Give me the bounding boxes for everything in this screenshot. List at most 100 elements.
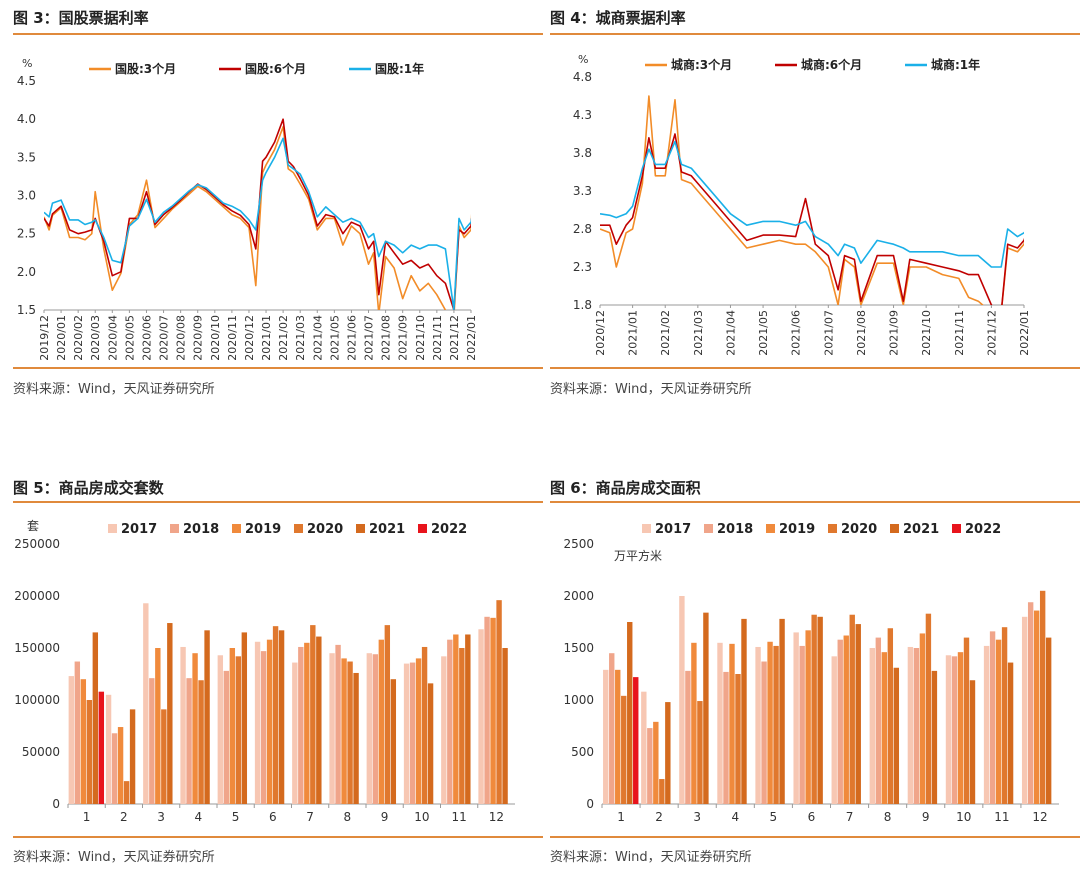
bar-2020-4 xyxy=(735,674,741,804)
legend-swatch xyxy=(642,524,651,533)
y-tick-label: 3.8 xyxy=(573,146,592,160)
series-line-2 xyxy=(44,118,471,310)
y-tick-label: 4.5 xyxy=(17,74,36,88)
bar-2020-8 xyxy=(347,661,353,804)
x-tick-label: 2020/08 xyxy=(175,315,188,361)
source-note: 资料来源：Wind，天风证券研究所 xyxy=(13,850,215,865)
y-unit-label: 套 xyxy=(27,519,39,533)
bar-2019-11 xyxy=(453,634,459,804)
x-tick-label: 2020/09 xyxy=(192,315,205,361)
series-line-2 xyxy=(600,133,1024,305)
legend-label: 2022 xyxy=(965,522,1001,537)
bar-2021-8 xyxy=(893,667,900,804)
bar-2021-10 xyxy=(427,683,434,804)
x-tick-label: 2021/11 xyxy=(431,315,444,361)
bar-2021-3 xyxy=(167,623,173,804)
x-tick-label: 2020/03 xyxy=(89,315,102,361)
bar-2018-4 xyxy=(723,671,729,804)
bar-2021-9 xyxy=(390,679,397,804)
title-divider xyxy=(550,33,1080,35)
y-tick-label: 4.8 xyxy=(573,70,592,84)
x-tick-label: 2 xyxy=(655,810,663,824)
legend-label: 2020 xyxy=(307,522,343,537)
y-tick-label: 100000 xyxy=(14,693,60,707)
legend-swatch xyxy=(704,524,713,533)
bar-2020-7 xyxy=(310,625,316,804)
bar-2017-11 xyxy=(983,645,990,804)
bar-2019-7 xyxy=(843,635,849,804)
legend-label: 国股:1年 xyxy=(375,61,424,76)
series-line-1 xyxy=(600,95,1024,305)
bar-2018-6 xyxy=(799,645,805,804)
bar-2019-5 xyxy=(229,648,236,804)
bar-2018-8 xyxy=(875,637,882,804)
bar-2020-12 xyxy=(496,600,502,804)
bar-2021-5 xyxy=(779,618,785,804)
title-divider xyxy=(13,501,543,503)
chart-title: 图 3：国股票据利率 xyxy=(13,9,149,27)
bar-2021-6 xyxy=(278,630,285,804)
line-chart-chengshang: 4.8 4.3 3.8 3.3 2.8 2.3 1.8% 2020/12 2021/01 2021… xyxy=(573,53,1031,356)
series-line-3 xyxy=(600,140,1024,268)
y-tick-label: 0 xyxy=(52,797,60,811)
legend-label: 2020 xyxy=(841,522,877,537)
y-tick-label: 2.8 xyxy=(573,222,592,236)
x-tick-label: 2020/01 xyxy=(55,315,68,361)
bar-2021-12 xyxy=(1045,637,1052,804)
bar-2019-10 xyxy=(415,658,422,804)
x-tick-label: 2020/12 xyxy=(243,315,256,361)
x-tick-label: 4 xyxy=(731,810,739,824)
bar-2020-11 xyxy=(1001,627,1008,804)
bar-2019-9 xyxy=(919,633,926,804)
x-tick-label: 2020/06 xyxy=(140,315,153,361)
bar-2019-1 xyxy=(615,669,621,804)
legend-label: 2022 xyxy=(431,522,467,537)
bar-2020-6 xyxy=(272,626,279,804)
source-divider xyxy=(550,367,1080,369)
bar-2017-8 xyxy=(869,648,876,804)
bar-2020-3 xyxy=(161,709,167,804)
bar-2021-6 xyxy=(817,616,823,804)
x-tick-label: 2020/04 xyxy=(106,315,119,361)
bar-2021-9 xyxy=(931,670,938,804)
x-tick-label: 2019/12 xyxy=(38,315,51,361)
bar-2020-8 xyxy=(887,628,894,804)
y-tick-label: 3.0 xyxy=(17,189,36,203)
legend-label: 2018 xyxy=(717,522,753,537)
bar-2018-12 xyxy=(1027,602,1034,804)
bar-2019-3 xyxy=(691,642,697,804)
bar-2021-10 xyxy=(969,680,976,804)
bar-2017-3 xyxy=(679,596,685,804)
x-tick-label: 2021/03 xyxy=(294,315,307,361)
bar-2021-7 xyxy=(855,624,861,804)
bar-2021-8 xyxy=(353,672,359,804)
bar-2020-2 xyxy=(123,781,130,804)
legend-swatch xyxy=(952,524,961,533)
bar-2021-12 xyxy=(502,648,508,804)
x-tick-label: 2021/07 xyxy=(363,315,376,361)
x-tick-label: 2021/12 xyxy=(985,310,998,356)
legend-label: 2017 xyxy=(121,522,157,537)
bar-2019-4 xyxy=(192,653,198,804)
legend-swatch xyxy=(418,524,427,533)
bar-2018-11 xyxy=(447,639,453,804)
y-tick-label: 4.3 xyxy=(573,108,592,122)
bar-2021-11 xyxy=(465,634,471,804)
source-divider xyxy=(13,836,543,838)
bar-2017-10 xyxy=(403,663,410,804)
bar-2018-1 xyxy=(609,653,615,804)
x-tick-label: 2021/06 xyxy=(790,310,803,356)
x-tick-label: 2 xyxy=(120,810,128,824)
y-tick-label: 0 xyxy=(586,797,594,811)
bar-2019-4 xyxy=(729,643,735,804)
y-tick-label: 1.5 xyxy=(17,303,36,317)
y-tick-label: 3.3 xyxy=(573,184,592,198)
bar-2018-2 xyxy=(111,733,118,804)
x-tick-label: 2021/11 xyxy=(953,310,966,356)
bar-2020-10 xyxy=(963,637,970,804)
x-tick-label: 2021/01 xyxy=(260,315,273,361)
legend-label: 城商:3个月 xyxy=(671,57,732,72)
bar-2017-2 xyxy=(641,691,647,804)
